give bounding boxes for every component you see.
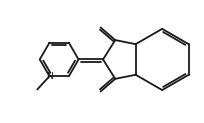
Text: N: N (46, 72, 53, 81)
